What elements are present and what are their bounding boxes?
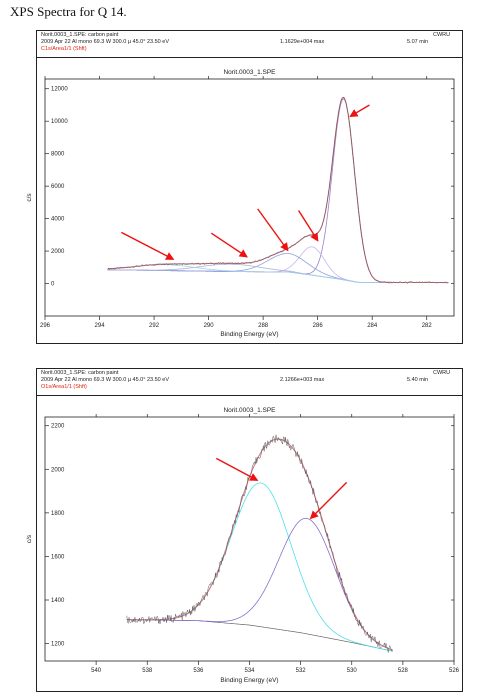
- envelope-fit: [126, 438, 393, 651]
- y-tick-label: 1400: [51, 598, 65, 604]
- x-tick-label: 528: [398, 668, 409, 674]
- file-info: Norit.0003_1.SPE: carbon paint: [41, 32, 119, 38]
- acquisition-info: 2009 Apr 22 Al mono 69.3 W 300.0 µ 45.0°…: [41, 377, 169, 383]
- component-peak: [107, 264, 449, 283]
- annotation-arrow: [309, 481, 348, 520]
- y-axis-label: c/s: [26, 534, 33, 543]
- page-title: XPS Spectra for Q 14.: [10, 4, 127, 19]
- annotation-arrow: [215, 457, 259, 481]
- y-tick-label: 1600: [51, 554, 65, 560]
- component-peak: [126, 517, 393, 651]
- y-tick-label: 2200: [51, 424, 65, 430]
- x-tick-label: 296: [40, 323, 51, 329]
- y-tick-label: 8000: [51, 152, 65, 158]
- x-axis-label: Binding Energy (eV): [220, 331, 278, 338]
- raw-spectrum: [107, 97, 449, 284]
- x-tick-label: 540: [91, 668, 102, 674]
- annotation-arrow: [349, 104, 370, 118]
- y-tick-label: 1800: [51, 511, 65, 517]
- y-tick-label: 2000: [51, 467, 65, 473]
- annotation-arrow: [121, 231, 175, 260]
- y-tick-label: 0: [51, 282, 55, 288]
- file-info: Norit.0003_1.SPE: carbon paint: [41, 370, 119, 376]
- background-line: [126, 619, 393, 652]
- acquisition-info: 2009 Apr 22 Al mono 69.3 W 300.0 µ 45.0°…: [41, 39, 169, 45]
- x-tick-label: 532: [296, 668, 307, 674]
- x-tick-label: 290: [204, 323, 215, 329]
- organization-label: CWRU: [433, 370, 451, 376]
- y-tick-label: 1200: [51, 642, 65, 648]
- component-peak: [107, 263, 449, 283]
- y-tick-label: 10000: [51, 119, 68, 125]
- component-peak: [126, 482, 393, 652]
- max-counts: 1.1629e+004 max: [280, 39, 325, 45]
- annotation-arrow: [297, 210, 319, 242]
- x-tick-label: 534: [244, 668, 255, 674]
- x-tick-label: 294: [95, 323, 106, 329]
- chart-title: Norit.0003_1.SPE: [223, 407, 276, 414]
- x-tick-label: 538: [142, 668, 153, 674]
- o1s-spectrum-panel: Norit.0003_1.SPE: carbon paint 2009 Apr …: [26, 368, 463, 692]
- x-tick-label: 286: [313, 323, 324, 329]
- y-tick-label: 12000: [51, 87, 68, 93]
- plot-frame: [44, 78, 455, 317]
- y-axis-label: c/s: [26, 193, 33, 202]
- y-tick-label: 2000: [51, 249, 65, 255]
- acq-time: 5.40 min: [407, 377, 429, 383]
- x-tick-label: 526: [449, 668, 460, 674]
- max-counts: 2.1266e+003 max: [280, 377, 325, 383]
- chart-title: Norit.0003_1.SPE: [223, 69, 276, 76]
- component-peak: [107, 253, 449, 283]
- x-tick-label: 288: [258, 323, 269, 329]
- organization-label: CWRU: [433, 32, 451, 38]
- x-axis-label: Binding Energy (eV): [220, 677, 278, 684]
- y-tick-label: 4000: [51, 217, 65, 223]
- x-tick-label: 530: [347, 668, 358, 674]
- raw-spectrum: [126, 434, 393, 653]
- c1s-chart: Norit.0003_1.SPE 296 294 292 290 288 286 284 282…: [26, 69, 455, 338]
- region-label: O1s/Area1/1 (Shft): [41, 384, 87, 390]
- o1s-chart: Norit.0003_1.SPE 540 538 536 534 532 530 528 526…: [26, 407, 460, 684]
- plot-frame: [44, 416, 455, 662]
- x-tick-label: 284: [367, 323, 378, 329]
- panel-header: Norit.0003_1.SPE: carbon paint 2009 Apr …: [37, 31, 462, 58]
- acq-time: 5.07 min: [407, 39, 429, 45]
- annotation-arrow: [257, 208, 289, 252]
- c1s-spectrum-panel: Norit.0003_1.SPE: carbon paint 2009 Apr …: [26, 30, 463, 344]
- x-tick-label: 536: [193, 668, 204, 674]
- envelope-fit: [107, 96, 449, 284]
- annotation-arrow: [210, 232, 248, 258]
- x-tick-label: 282: [422, 323, 433, 329]
- x-tick-label: 292: [149, 323, 160, 329]
- panel-header: Norit.0003_1.SPE: carbon paint 2009 Apr …: [37, 369, 462, 396]
- region-label: C1s/Area1/1 (Shft): [41, 46, 87, 52]
- y-tick-label: 6000: [51, 184, 65, 190]
